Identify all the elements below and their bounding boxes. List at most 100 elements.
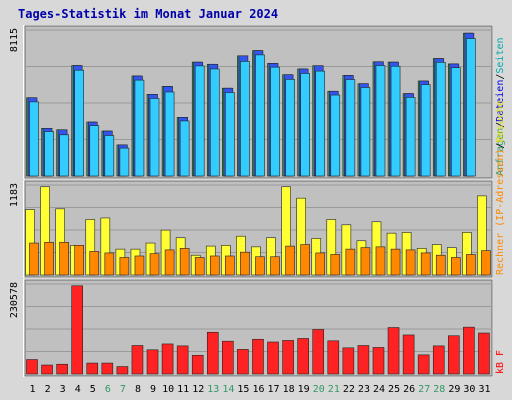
bar-visits-rechner-ip-adressen--day-14 — [225, 255, 235, 276]
bar-kb-kb-f-day-10 — [161, 343, 174, 375]
legend-entry: Dateien — [495, 80, 506, 122]
x-tick-label: 20 — [313, 384, 325, 395]
legend-entry: / — [495, 143, 506, 149]
bar-kb-kb-f-day-11 — [176, 345, 189, 375]
bar-kb-kb-f-day-5 — [86, 362, 99, 375]
y-max-label: 1183 — [9, 183, 20, 207]
bar-visits-rechner-ip-adressen--day-13 — [209, 255, 220, 276]
bar-kb-kb-f-day-18 — [282, 340, 294, 375]
bar-kb-kb-f-day-31 — [478, 332, 490, 375]
bar-kb-kb-f-day-28 — [432, 345, 445, 375]
bar-requests-seiten-day-17 — [270, 66, 280, 177]
bar-visits-rechner-ip-adressen--day-21 — [330, 254, 341, 276]
bar-visits-rechner-ip-adressen--day-2 — [44, 241, 54, 276]
bar-kb-kb-f-day-12 — [191, 354, 204, 375]
bar-visits-rechner-ip-adressen--day-26 — [405, 249, 416, 276]
x-tick-label: 17 — [268, 384, 280, 395]
bar-visits-rechner-ip-adressen--day-11 — [179, 248, 190, 276]
x-tick-label: 28 — [433, 384, 445, 395]
bar-kb-kb-f-day-20 — [312, 329, 325, 375]
bar-requests-seiten-day-6 — [104, 135, 115, 177]
bar-visits-rechner-ip-adressen--day-31 — [481, 250, 491, 276]
bar-kb-kb-f-day-13 — [206, 331, 219, 375]
bar-kb-kb-f-day-1 — [26, 359, 38, 375]
bar-requests-seiten-day-29 — [451, 67, 461, 177]
bar-kb-kb-f-day-16 — [252, 338, 264, 375]
bar-visits-rechner-ip-adressen--day-19 — [300, 244, 310, 276]
x-tick-label: 26 — [403, 384, 415, 395]
x-axis-tick-labels: 1 2 3 4 5 6 7 8 9 10 11 12 13 14 15 16 17 18 19 20 21 22 23 24 2… — [30, 384, 491, 395]
bar-visits-rechner-ip-adressen--day-20 — [315, 252, 326, 276]
bar-kb-kb-f-day-6 — [101, 362, 114, 375]
bar-kb-kb-f-day-7 — [116, 366, 129, 375]
legend-entry: Anfragen — [495, 128, 506, 176]
bar-visits-rechner-ip-adressen--day-10 — [164, 249, 175, 276]
bar-requests-seiten-day-7 — [119, 147, 130, 177]
bar-visits-rechner-ip-adressen--day-6 — [104, 252, 115, 276]
x-tick-label: 30 — [463, 384, 475, 395]
bar-requests-seiten-day-26 — [405, 97, 416, 177]
bar-visits-rechner-ip-adressen--day-12 — [194, 257, 205, 276]
x-tick-label: 11 — [177, 384, 189, 395]
bar-requests-seiten-day-12 — [194, 65, 205, 177]
x-tick-label: 3 — [60, 384, 66, 395]
bar-kb-kb-f-day-25 — [387, 327, 400, 375]
bar-requests-seiten-day-16 — [255, 54, 265, 177]
bar-kb-kb-f-day-21 — [327, 340, 340, 375]
bar-requests-seiten-day-4 — [74, 69, 84, 177]
bar-visits-rechner-ip-adressen--day-30 — [466, 254, 476, 276]
bar-requests-seiten-day-3 — [59, 134, 69, 177]
x-tick-label: 1 — [30, 384, 36, 395]
x-tick-label: 7 — [120, 384, 126, 395]
bar-kb-kb-f-day-22 — [342, 347, 355, 375]
bar-visits-rechner-ip-adressen--day-5 — [89, 251, 100, 276]
x-tick-label: 12 — [192, 384, 204, 395]
bar-kb-kb-f-day-9 — [146, 349, 159, 375]
bar-requests-seiten-day-9 — [149, 98, 160, 177]
x-tick-label: 19 — [298, 384, 310, 395]
y-max-label: 230578 — [9, 282, 20, 318]
bar-visits-rechner-ip-adressen--day-9 — [149, 253, 160, 276]
bar-requests-seiten-day-21 — [330, 94, 341, 177]
legend-entry: / — [495, 122, 506, 128]
bar-requests-seiten-day-19 — [300, 73, 310, 177]
bar-visits-rechner-ip-adressen--day-18 — [285, 245, 295, 276]
panel-legend: kB F — [495, 350, 506, 374]
panel-legend: Rechner (IP-Adressen)/Besuche — [495, 100, 506, 275]
bar-requests-seiten-day-8 — [134, 79, 145, 177]
x-tick-label: 29 — [448, 384, 460, 395]
bar-kb-kb-f-day-26 — [402, 334, 415, 375]
bar-requests-seiten-day-22 — [345, 79, 356, 177]
bar-requests-seiten-day-23 — [360, 87, 371, 177]
x-tick-label: 21 — [328, 384, 340, 395]
x-tick-label: 31 — [478, 384, 490, 395]
bar-requests-seiten-day-20 — [315, 70, 326, 177]
bar-kb-kb-f-day-19 — [297, 338, 309, 375]
bar-visits-rechner-ip-adressen--day-16 — [255, 256, 265, 276]
bar-visits-rechner-ip-adressen--day-25 — [390, 248, 401, 276]
bar-requests-seiten-day-14 — [225, 92, 235, 177]
bar-visits-rechner-ip-adressen--day-17 — [270, 256, 280, 276]
x-tick-label: 5 — [90, 384, 96, 395]
x-tick-label: 25 — [388, 384, 400, 395]
bar-kb-kb-f-day-3 — [56, 363, 68, 375]
bar-visits-rechner-ip-adressen--day-3 — [59, 241, 69, 276]
bar-visits-rechner-ip-adressen--day-27 — [420, 252, 431, 276]
bar-visits-rechner-ip-adressen--day-7 — [119, 257, 130, 276]
bar-visits-rechner-ip-adressen--day-23 — [360, 247, 371, 276]
bar-visits-rechner-ip-adressen--day-24 — [375, 246, 386, 276]
x-tick-label: 9 — [150, 384, 156, 395]
panel-kb: 230578 kB F — [9, 279, 506, 377]
bar-kb-kb-f-day-14 — [222, 340, 234, 375]
bar-kb-kb-f-day-2 — [41, 364, 53, 375]
bar-visits-rechner-ip-adressen--day-1 — [29, 242, 39, 276]
bar-requests-seiten-day-15 — [240, 61, 250, 177]
bar-kb-kb-f-day-15 — [237, 349, 249, 375]
bar-requests-seiten-day-25 — [390, 65, 401, 177]
x-tick-label: 24 — [373, 384, 385, 395]
x-tick-label: 15 — [237, 384, 249, 395]
bar-kb-kb-f-day-30 — [463, 326, 475, 375]
